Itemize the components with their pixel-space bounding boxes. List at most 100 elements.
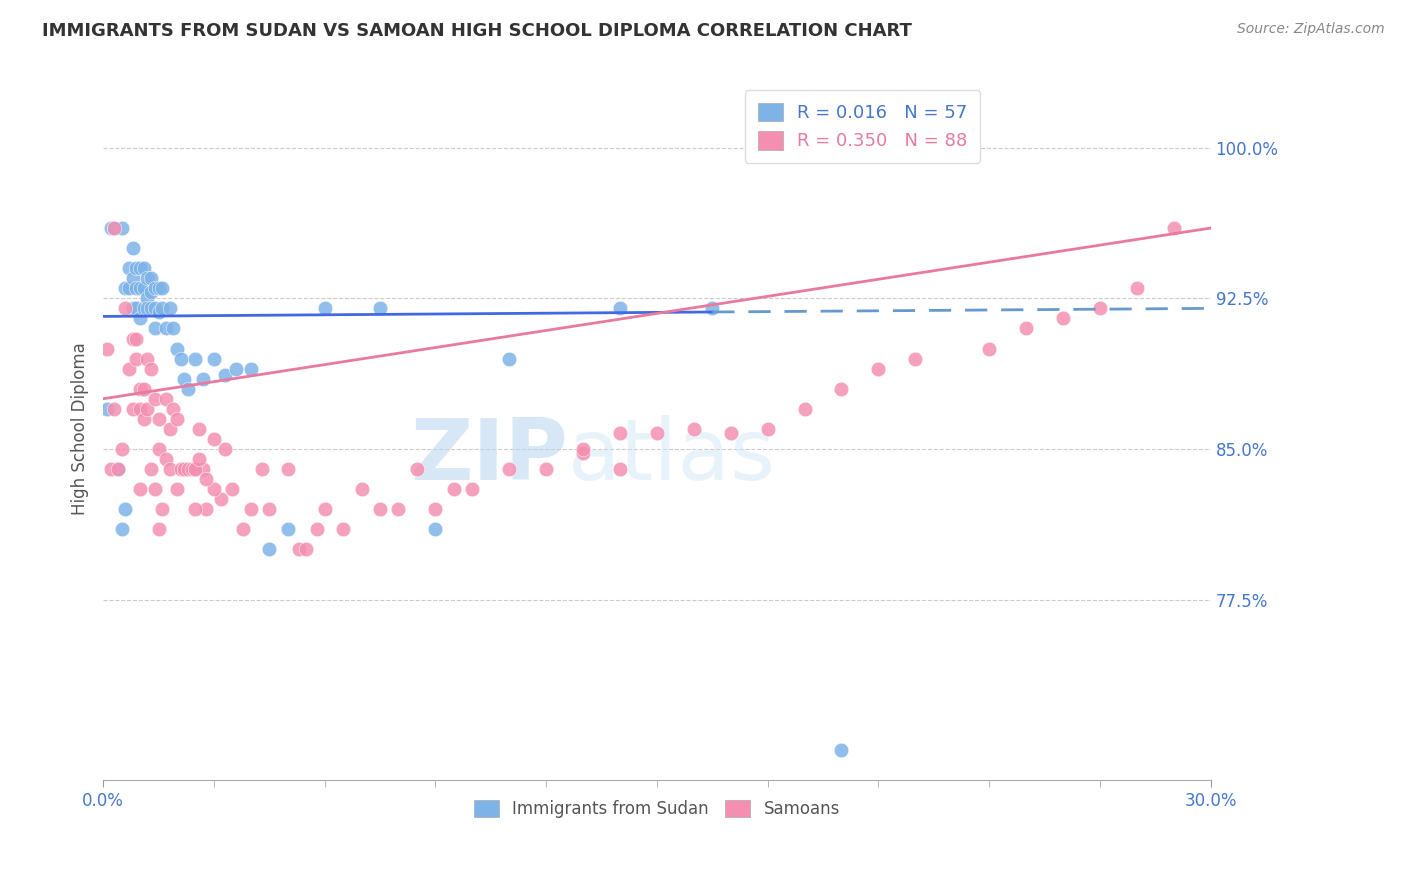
- Point: [793, 401, 815, 416]
- Point: [132, 382, 155, 396]
- Point: [114, 502, 136, 516]
- Point: [609, 425, 631, 440]
- Point: [173, 462, 195, 476]
- Point: [159, 422, 181, 436]
- Point: [177, 382, 200, 396]
- Point: [132, 301, 155, 316]
- Point: [387, 502, 409, 516]
- Point: [143, 392, 166, 406]
- Point: [121, 301, 143, 316]
- Point: [259, 502, 281, 516]
- Point: [239, 361, 262, 376]
- Point: [209, 492, 232, 507]
- Point: [425, 502, 447, 516]
- Point: [129, 401, 152, 416]
- Point: [129, 311, 152, 326]
- Point: [159, 301, 181, 316]
- Point: [225, 361, 247, 376]
- Point: [125, 301, 148, 316]
- Point: [830, 743, 852, 757]
- Point: [332, 522, 354, 536]
- Point: [534, 462, 557, 476]
- Point: [609, 462, 631, 476]
- Point: [184, 462, 207, 476]
- Point: [202, 351, 225, 366]
- Point: [184, 351, 207, 366]
- Point: [143, 321, 166, 335]
- Point: [221, 482, 243, 496]
- Point: [609, 301, 631, 316]
- Point: [177, 462, 200, 476]
- Point: [162, 401, 184, 416]
- Point: [259, 542, 281, 557]
- Point: [1126, 281, 1149, 295]
- Point: [159, 462, 181, 476]
- Point: [125, 351, 148, 366]
- Point: [368, 301, 391, 316]
- Text: ZIP: ZIP: [411, 416, 568, 499]
- Point: [121, 271, 143, 285]
- Point: [129, 281, 152, 295]
- Point: [188, 422, 211, 436]
- Point: [103, 401, 125, 416]
- Point: [132, 412, 155, 426]
- Point: [139, 462, 162, 476]
- Point: [129, 482, 152, 496]
- Point: [136, 271, 159, 285]
- Point: [173, 372, 195, 386]
- Point: [125, 261, 148, 276]
- Point: [148, 522, 170, 536]
- Point: [100, 462, 122, 476]
- Point: [904, 351, 927, 366]
- Point: [277, 522, 299, 536]
- Point: [143, 301, 166, 316]
- Point: [166, 482, 188, 496]
- Point: [868, 361, 890, 376]
- Point: [1052, 311, 1074, 326]
- Point: [132, 281, 155, 295]
- Point: [121, 401, 143, 416]
- Point: [110, 442, 132, 456]
- Point: [202, 432, 225, 446]
- Point: [702, 301, 724, 316]
- Point: [368, 502, 391, 516]
- Point: [143, 482, 166, 496]
- Point: [191, 372, 214, 386]
- Text: Source: ZipAtlas.com: Source: ZipAtlas.com: [1237, 22, 1385, 37]
- Point: [150, 281, 173, 295]
- Text: IMMIGRANTS FROM SUDAN VS SAMOAN HIGH SCHOOL DIPLOMA CORRELATION CHART: IMMIGRANTS FROM SUDAN VS SAMOAN HIGH SCH…: [42, 22, 912, 40]
- Point: [150, 502, 173, 516]
- Point: [103, 221, 125, 235]
- Point: [136, 301, 159, 316]
- Point: [214, 368, 236, 382]
- Point: [166, 342, 188, 356]
- Point: [406, 462, 429, 476]
- Point: [96, 342, 118, 356]
- Point: [107, 462, 129, 476]
- Point: [295, 542, 318, 557]
- Point: [121, 331, 143, 345]
- Text: atlas: atlas: [568, 416, 776, 499]
- Point: [129, 382, 152, 396]
- Point: [250, 462, 273, 476]
- Point: [136, 351, 159, 366]
- Point: [114, 301, 136, 316]
- Point: [162, 321, 184, 335]
- Point: [148, 442, 170, 456]
- Point: [214, 442, 236, 456]
- Point: [136, 401, 159, 416]
- Point: [148, 305, 170, 319]
- Point: [132, 261, 155, 276]
- Point: [232, 522, 254, 536]
- Point: [682, 422, 704, 436]
- Point: [307, 522, 329, 536]
- Point: [461, 482, 484, 496]
- Point: [572, 446, 595, 460]
- Point: [720, 425, 742, 440]
- Point: [184, 502, 207, 516]
- Point: [148, 281, 170, 295]
- Legend: Immigrants from Sudan, Samoans: Immigrants from Sudan, Samoans: [467, 793, 846, 825]
- Point: [191, 462, 214, 476]
- Point: [125, 281, 148, 295]
- Y-axis label: High School Diploma: High School Diploma: [72, 343, 89, 516]
